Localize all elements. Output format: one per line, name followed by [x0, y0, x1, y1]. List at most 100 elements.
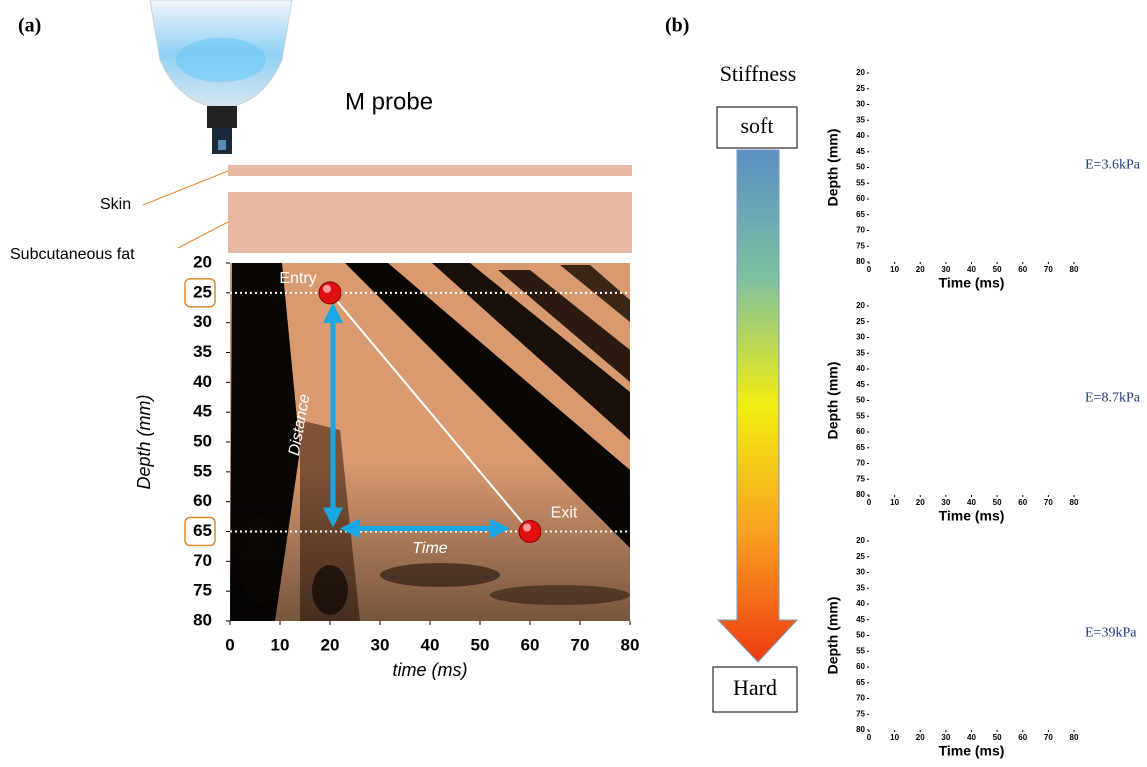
x-tick-label: 30 [941, 265, 950, 274]
x-tick-label: 60 [1018, 265, 1027, 274]
y-tick-label: 50 [856, 396, 865, 405]
x-tick-label: 70 [1044, 498, 1053, 507]
point-highlight [523, 524, 531, 532]
y-axis-label: Depth (mm) [825, 597, 841, 675]
image-bg [869, 541, 1074, 730]
y-tick-label: 40 [856, 364, 865, 373]
y-tick-label: 30 [856, 100, 865, 109]
x-tick-label: 10 [890, 733, 899, 742]
x-tick-label: 20 [916, 733, 925, 742]
wave-band [869, 541, 895, 730]
velocity-line [933, 95, 1010, 183]
y-tick-label: 75 [193, 581, 212, 600]
y-tick-label: 65 [856, 443, 865, 452]
modulus-label: E=8.7kPa [1085, 391, 1141, 406]
x-axis-label: Time (ms) [939, 743, 1005, 759]
x-axis-label: Time (ms) [939, 508, 1005, 524]
elastogram-image [869, 541, 1074, 730]
y-tick-label: 20 [856, 536, 865, 545]
x-tick-label: 70 [1044, 733, 1053, 742]
x-tick-label: 80 [1070, 265, 1079, 274]
x-tick-label: 0 [867, 265, 872, 274]
elastogram-image [869, 306, 1074, 495]
y-tick-label: 55 [193, 461, 212, 480]
y-tick-label: 40 [856, 131, 865, 140]
y-tick-label: 70 [856, 694, 865, 703]
elastogram [869, 306, 1074, 495]
x-axis-label: time (ms) [393, 660, 468, 680]
x-tick-label: 30 [371, 635, 390, 654]
y-tick-label: 25 [856, 317, 865, 326]
x-tick-label: 20 [321, 635, 340, 654]
wave-band [1009, 73, 1074, 138]
y-tick-label: 65 [193, 521, 212, 540]
y-tick-label: 55 [856, 178, 865, 187]
x-tick-label: 0 [225, 635, 234, 654]
y-tick-label: 50 [193, 431, 212, 450]
y-tick-label: 75 [856, 474, 865, 483]
y-tick-label: 35 [193, 342, 212, 361]
x-tick-label: 60 [1018, 498, 1027, 507]
y-tick-label: 20 [856, 68, 865, 77]
y-tick-label: 75 [856, 709, 865, 718]
y-tick-label: 80 [856, 257, 865, 266]
y-tick-label: 30 [856, 333, 865, 342]
x-tick-label: 10 [271, 635, 290, 654]
image-shade [869, 73, 1074, 262]
point-highlight [323, 285, 331, 293]
y-tick-label: 50 [856, 163, 865, 172]
y-tick-label: 60 [856, 662, 865, 671]
y-tick-label: 30 [856, 568, 865, 577]
leader-line [178, 222, 228, 248]
x-tick-label: 30 [941, 498, 950, 507]
y-tick-label: 60 [856, 427, 865, 436]
y-tick-label: 25 [193, 282, 212, 301]
layer-label: Skin [100, 196, 131, 213]
skin-layer [228, 165, 632, 176]
figure: (a) M probe Skin Subcutaneous fat (b) [0, 0, 1147, 767]
y-tick-label: 65 [856, 210, 865, 219]
x-tick-label: 10 [890, 265, 899, 274]
x-tick-label: 10 [890, 498, 899, 507]
wave-band [869, 306, 899, 495]
x-tick-label: 50 [471, 635, 490, 654]
modulus-label: E=39kPa [1085, 626, 1137, 641]
y-axis-label: Depth (mm) [825, 362, 841, 440]
y-tick-label: 65 [856, 678, 865, 687]
x-tick-label: 50 [993, 265, 1002, 274]
x-tick-label: 20 [916, 498, 925, 507]
y-tick-label: 75 [856, 241, 865, 250]
x-tick-label: 70 [571, 635, 590, 654]
probe [150, 0, 292, 154]
y-tick-label: 35 [856, 583, 865, 592]
x-tick-label: 50 [993, 733, 1002, 742]
x-tick-label: 40 [967, 265, 976, 274]
wave-band [869, 73, 891, 262]
elastogram [869, 541, 1074, 730]
x-tick-label: 20 [916, 265, 925, 274]
y-axis-label: Depth (mm) [825, 129, 841, 207]
y-tick-label: 40 [193, 372, 212, 391]
y-tick-label: 35 [856, 115, 865, 124]
probe-label: M probe [345, 88, 433, 115]
x-tick-label: 40 [421, 635, 440, 654]
elastogram-image [869, 73, 1074, 262]
image-bg [869, 306, 1074, 495]
x-axis-label: Time (ms) [939, 275, 1005, 291]
wave-band [899, 441, 929, 466]
x-tick-label: 50 [993, 498, 1002, 507]
entry-point [319, 282, 341, 304]
time-label: Time [412, 540, 448, 557]
x-tick-label: 40 [967, 498, 976, 507]
stiffness-arrow [718, 150, 797, 662]
soft-label: soft [741, 113, 774, 138]
x-tick-label: 80 [621, 635, 640, 654]
image-shade [869, 306, 1074, 495]
y-axis-label: Depth (mm) [134, 394, 154, 489]
hard-label: Hard [733, 675, 777, 700]
y-tick-label: 55 [856, 646, 865, 655]
y-tick-label: 70 [856, 226, 865, 235]
exit-point [519, 521, 541, 543]
image-shade [869, 541, 1074, 730]
wave-band [969, 73, 1074, 193]
